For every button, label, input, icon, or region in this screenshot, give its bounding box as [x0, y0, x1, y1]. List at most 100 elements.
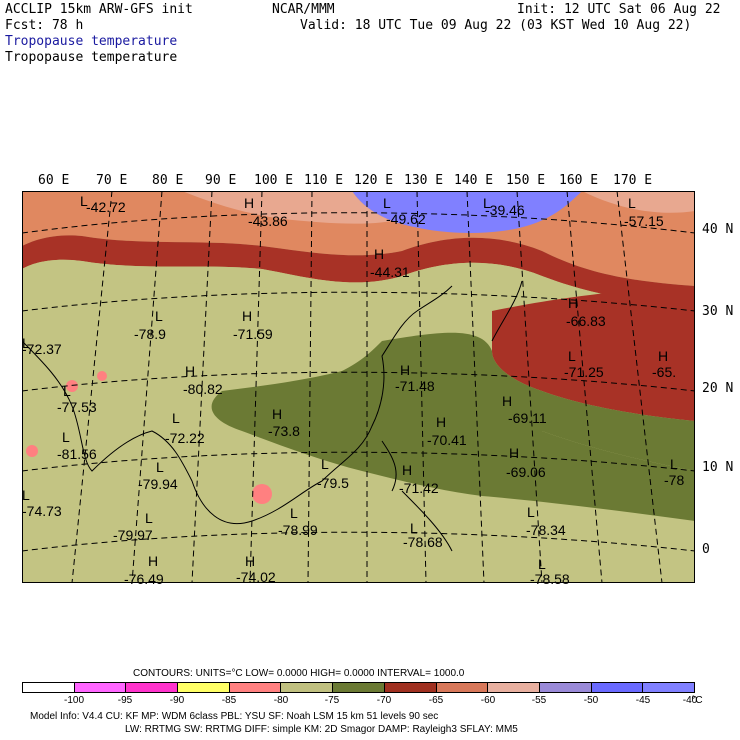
lon-label: 130 E: [404, 173, 444, 188]
extremum-symbol: H: [272, 406, 283, 422]
colorbar-swatch: [229, 683, 282, 692]
lon-label: 70 E: [96, 173, 128, 188]
extremum-symbol: L: [670, 456, 678, 472]
extremum-value: -49.62: [386, 211, 426, 227]
extremum-symbol: H: [436, 414, 447, 430]
colorbar-swatch: [23, 683, 75, 692]
extremum-value: -74.73: [22, 503, 62, 519]
lat-label: 30 N: [702, 304, 734, 319]
extremum-value: -79.97: [113, 527, 153, 543]
extremum-symbol: H: [244, 195, 255, 211]
contours-info: CONTOURS: UNITS=°C LOW= 0.0000 HIGH= 0.0…: [133, 668, 465, 679]
extremum-value: -69.11: [508, 410, 547, 426]
extremum-symbol: L: [145, 510, 153, 526]
extremum-value: -72.37: [22, 341, 62, 357]
extremum-value: -71.42: [399, 480, 439, 496]
extremum-symbol: L: [321, 456, 329, 472]
extremum-symbol: L: [22, 335, 30, 351]
extremum-value: -44.31: [370, 264, 410, 280]
init-time: Init: 12 UTC Sat 06 Aug 22: [517, 2, 721, 17]
colorbar-unit: °C: [691, 695, 703, 706]
colorbar-tick: -55: [531, 695, 547, 706]
extremum-symbol: L: [63, 383, 71, 399]
extremum-value: -71.59: [233, 326, 273, 342]
extremum-symbol: L: [290, 505, 298, 521]
color-bar: [22, 682, 695, 693]
colorbar-tick: -85: [221, 695, 237, 706]
extremum-value: -76.49: [124, 571, 164, 587]
extremum-value: -81.56: [57, 446, 97, 462]
lat-label: 10 N: [702, 460, 734, 475]
colorbar-tick: -70: [376, 695, 392, 706]
extremum-value: -66.83: [566, 313, 606, 329]
extremum-value: -57.15: [624, 213, 664, 229]
extremum-value: -78: [664, 472, 685, 488]
tropopause-temperature-map: [22, 191, 695, 583]
extremum-symbol: L: [527, 504, 535, 520]
colorbar-swatch: [333, 683, 385, 692]
model-title: ACCLIP 15km ARW-GFS init: [5, 2, 193, 17]
extremum-symbol: L: [22, 487, 30, 503]
colorbar-tick: -65: [428, 695, 444, 706]
lon-label: 100 E: [254, 173, 294, 188]
extremum-symbol: L: [628, 195, 636, 211]
field-title-shaded: Tropopause temperature: [5, 34, 178, 49]
extremum-symbol: L: [172, 410, 180, 426]
lat-label: 0: [702, 542, 710, 557]
extremum-symbol: L: [155, 308, 163, 324]
colorbar-swatch: [436, 683, 489, 692]
extremum-symbol: H: [185, 363, 196, 379]
extremum-value: -42.72: [86, 199, 126, 215]
extremum-symbol: L: [483, 195, 491, 211]
colorbar-tick: -90: [169, 695, 185, 706]
colorbar-swatch: [74, 683, 127, 692]
extremum-symbol: L: [62, 429, 70, 445]
colorbar-tick: -95: [117, 695, 133, 706]
colorbar-swatch: [126, 683, 179, 692]
extremum-symbol: L: [538, 556, 546, 572]
extremum-symbol: L: [383, 195, 391, 211]
extremum-value: -39.46: [485, 202, 525, 218]
physics-info-line: LW: RRTMG SW: RRTMG DIFF: simple KM: 2D …: [125, 724, 518, 735]
extremum-value: -79.94: [138, 476, 178, 492]
lon-label: 80 E: [152, 173, 184, 188]
extremum-value: -77.53: [57, 399, 97, 415]
extremum-value: -73.8: [268, 423, 300, 439]
colorbar-tick: -50: [583, 695, 599, 706]
extremum-value: -65.: [652, 364, 677, 380]
extremum-symbol: H: [242, 308, 253, 324]
extremum-value: -78.34: [526, 522, 566, 538]
lon-label: 110 E: [304, 173, 344, 188]
colorbar-swatch: [643, 683, 694, 692]
extremum-symbol: L: [410, 520, 418, 536]
colorbar-swatch: [539, 683, 592, 692]
extremum-symbol: H: [402, 462, 413, 478]
valid-time: Valid: 18 UTC Tue 09 Aug 22 (03 KST Wed …: [300, 18, 692, 33]
center-label: NCAR/MMM: [272, 2, 335, 17]
lat-label: 20 N: [702, 381, 734, 396]
extremum-value: -74.02: [236, 569, 276, 585]
extremum-symbol: L: [156, 459, 164, 475]
colorbar-tick: -45: [635, 695, 651, 706]
lon-label: 160 E: [559, 173, 599, 188]
extremum-symbol: H: [374, 246, 385, 262]
lon-label: 120 E: [354, 173, 394, 188]
extremum-symbol: L: [80, 193, 88, 209]
lat-label: 40 N: [702, 222, 734, 237]
extremum-value: -71.48: [395, 378, 435, 394]
colorbar-tick: -60: [480, 695, 496, 706]
extremum-symbol: H: [509, 445, 520, 461]
colorbar-swatch: [178, 683, 230, 692]
extremum-symbol: H: [502, 393, 513, 409]
lon-label: 170 E: [613, 173, 653, 188]
colorbar-tick: -100: [63, 695, 85, 706]
lon-label: 60 E: [38, 173, 70, 188]
extremum-value: -70.41: [427, 432, 467, 448]
extremum-value: -69.06: [506, 464, 546, 480]
extremum-value: -78.9: [134, 326, 166, 342]
lon-label: 90 E: [205, 173, 237, 188]
extremum-symbol: L: [568, 348, 576, 364]
colorbar-tick: -40: [682, 695, 698, 706]
extremum-value: -72.22: [165, 430, 205, 446]
lon-label: 150 E: [506, 173, 546, 188]
